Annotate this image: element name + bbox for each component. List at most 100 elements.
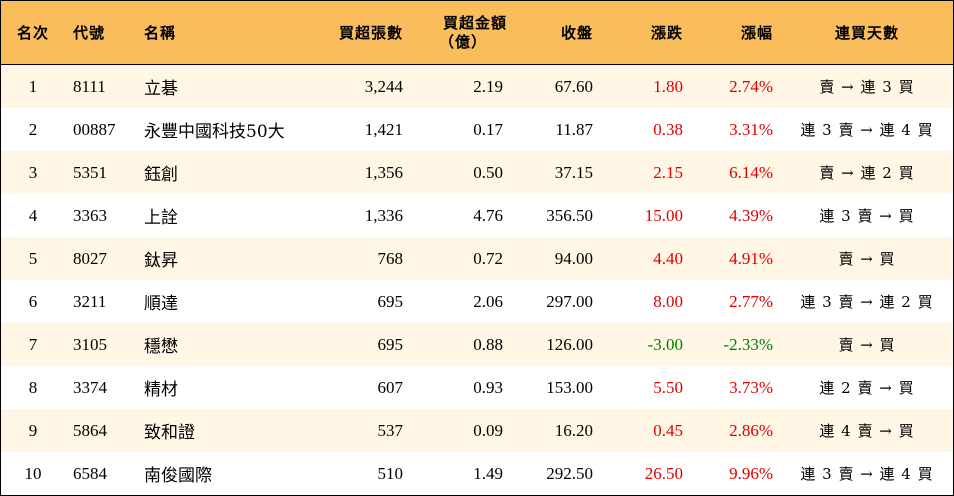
- streak-cell: 賣 → 買: [838, 250, 896, 268]
- close-cell: 67.60: [554, 76, 593, 96]
- volume-cell: 768: [377, 248, 404, 268]
- code-cell: 8027: [73, 248, 107, 268]
- table-row: 1 8111 立碁 3,244 2.19 67.60 1.80 2.74% 賣 → 連 3 買: [1, 65, 953, 108]
- percent-cell: 6.14%: [729, 162, 773, 182]
- table-row: 2 00887 永豐中國科技50大 1,421 0.17 11.87 0.38 3.31% 連 …: [1, 108, 953, 151]
- header-rank: 名次: [16, 24, 49, 42]
- streak-cell: 賣 → 連 3 買: [819, 78, 915, 96]
- streak-cell: 連 3 賣 → 連 2 買: [800, 293, 934, 311]
- amount-cell: 0.17: [473, 119, 503, 139]
- header-code: 代號: [73, 24, 106, 42]
- volume-cell: 537: [377, 420, 404, 440]
- streak-cell: 連 3 賣 → 連 4 買: [800, 465, 934, 483]
- rank-cell: 10: [24, 463, 42, 483]
- change-cell: -3.00: [647, 334, 683, 354]
- code-cell: 6584: [73, 463, 107, 483]
- rank-cell: 9: [28, 420, 38, 440]
- close-cell: 94.00: [554, 248, 593, 268]
- rank-cell: 2: [28, 119, 38, 139]
- name-cell: 精材: [144, 380, 178, 400]
- change-cell: 15.00: [644, 205, 683, 225]
- change-cell: 8.00: [653, 291, 683, 311]
- percent-cell: 3.31%: [729, 119, 773, 139]
- volume-cell: 1,356: [364, 162, 403, 182]
- streak-cell: 連 3 賣 → 買: [819, 207, 915, 225]
- rank-cell: 6: [28, 291, 38, 311]
- name-cell: 鈦昇: [144, 251, 178, 271]
- table-row: 3 5351 鈺創 1,356 0.50 37.15 2.15 6.14% 賣 → 連 2 買: [1, 151, 953, 194]
- volume-cell: 3,244: [364, 76, 403, 96]
- code-cell: 00887: [73, 119, 116, 139]
- code-cell: 5864: [73, 420, 107, 440]
- code-cell: 3105: [73, 334, 107, 354]
- amount-cell: 0.50: [473, 162, 503, 182]
- name-cell: 南俊國際: [144, 466, 212, 486]
- name-cell: 永豐中國科技50大: [144, 122, 285, 142]
- amount-cell: 2.19: [473, 76, 503, 96]
- table-row: 4 3363 上詮 1,336 4.76 356.50 15.00 4.39% 連 3 賣 → …: [1, 194, 953, 237]
- percent-cell: 2.74%: [729, 76, 773, 96]
- code-cell: 8111: [73, 76, 106, 96]
- table-row: 7 3105 穩懋 695 0.88 126.00 -3.00 -2.33% 賣 → 買: [1, 323, 953, 366]
- amount-cell: 0.93: [473, 377, 503, 397]
- table-row: 6 3211 順達 695 2.06 297.00 8.00 2.77% 連 3 賣 → 連 2…: [1, 280, 953, 323]
- change-cell: 0.45: [653, 420, 683, 440]
- amount-cell: 0.88: [473, 334, 503, 354]
- volume-cell: 1,336: [364, 205, 403, 225]
- amount-cell: 4.76: [473, 205, 503, 225]
- table-row: 10 6584 南俊國際 510 1.49 292.50 26.50 9.96% 連 3 賣 →…: [1, 452, 953, 495]
- amount-cell: 2.06: [473, 291, 503, 311]
- header-percent: 漲幅: [740, 24, 773, 42]
- percent-cell: 3.73%: [729, 377, 773, 397]
- change-cell: 2.15: [653, 162, 683, 182]
- header-change: 漲跌: [650, 24, 683, 42]
- header-amount-line1: 買超金額: [442, 13, 507, 32]
- streak-cell: 連 3 賣 → 連 4 買: [800, 121, 934, 139]
- rank-cell: 5: [28, 248, 38, 268]
- amount-cell: 0.72: [473, 248, 503, 268]
- table-row: 9 5864 致和證 537 0.09 16.20 0.45 2.86% 連 4 賣 → 買: [1, 409, 953, 452]
- volume-cell: 607: [377, 377, 404, 397]
- name-cell: 順達: [144, 294, 178, 314]
- percent-cell: 9.96%: [729, 463, 773, 483]
- close-cell: 126.00: [546, 334, 593, 354]
- percent-cell: 2.86%: [729, 420, 773, 440]
- close-cell: 37.15: [554, 162, 593, 182]
- rank-cell: 4: [28, 205, 38, 225]
- streak-cell: 賣 → 連 2 買: [819, 164, 915, 182]
- rank-cell: 3: [28, 162, 38, 182]
- header-close: 收盤: [560, 24, 593, 42]
- name-cell: 穩懋: [144, 337, 178, 357]
- streak-cell: 連 4 賣 → 買: [819, 422, 915, 440]
- volume-cell: 1,421: [364, 119, 403, 139]
- header-amount-line2: （億）: [438, 32, 487, 51]
- name-cell: 鈺創: [144, 165, 178, 185]
- header-streak: 連買天數: [834, 24, 899, 42]
- percent-cell: 4.39%: [729, 205, 773, 225]
- percent-cell: -2.33%: [723, 334, 773, 354]
- rank-cell: 8: [28, 377, 38, 397]
- close-cell: 297.00: [546, 291, 593, 311]
- name-cell: 立碁: [144, 79, 178, 99]
- close-cell: 11.87: [555, 119, 593, 139]
- streak-cell: 連 2 賣 → 買: [819, 379, 915, 397]
- table-header: 名次 代號 名稱 買超張數 買超金額 （億） 收盤 漲跌 漲幅 連買天數: [1, 1, 953, 65]
- code-cell: 3211: [73, 291, 107, 311]
- change-cell: 5.50: [653, 377, 683, 397]
- change-cell: 4.40: [653, 248, 683, 268]
- streak-cell: 賣 → 買: [838, 336, 896, 354]
- rank-cell: 1: [28, 76, 38, 96]
- amount-cell: 0.09: [473, 420, 503, 440]
- header-name: 名稱: [144, 24, 177, 42]
- close-cell: 292.50: [546, 463, 593, 483]
- table-row: 5 8027 鈦昇 768 0.72 94.00 4.40 4.91% 賣 → 買: [1, 237, 953, 280]
- volume-cell: 695: [377, 334, 404, 354]
- code-cell: 3363: [73, 205, 107, 225]
- change-cell: 1.80: [653, 76, 683, 96]
- amount-cell: 1.49: [473, 463, 503, 483]
- percent-cell: 4.91%: [729, 248, 773, 268]
- header-volume: 買超張數: [338, 24, 403, 42]
- close-cell: 153.00: [546, 377, 593, 397]
- volume-cell: 695: [377, 291, 404, 311]
